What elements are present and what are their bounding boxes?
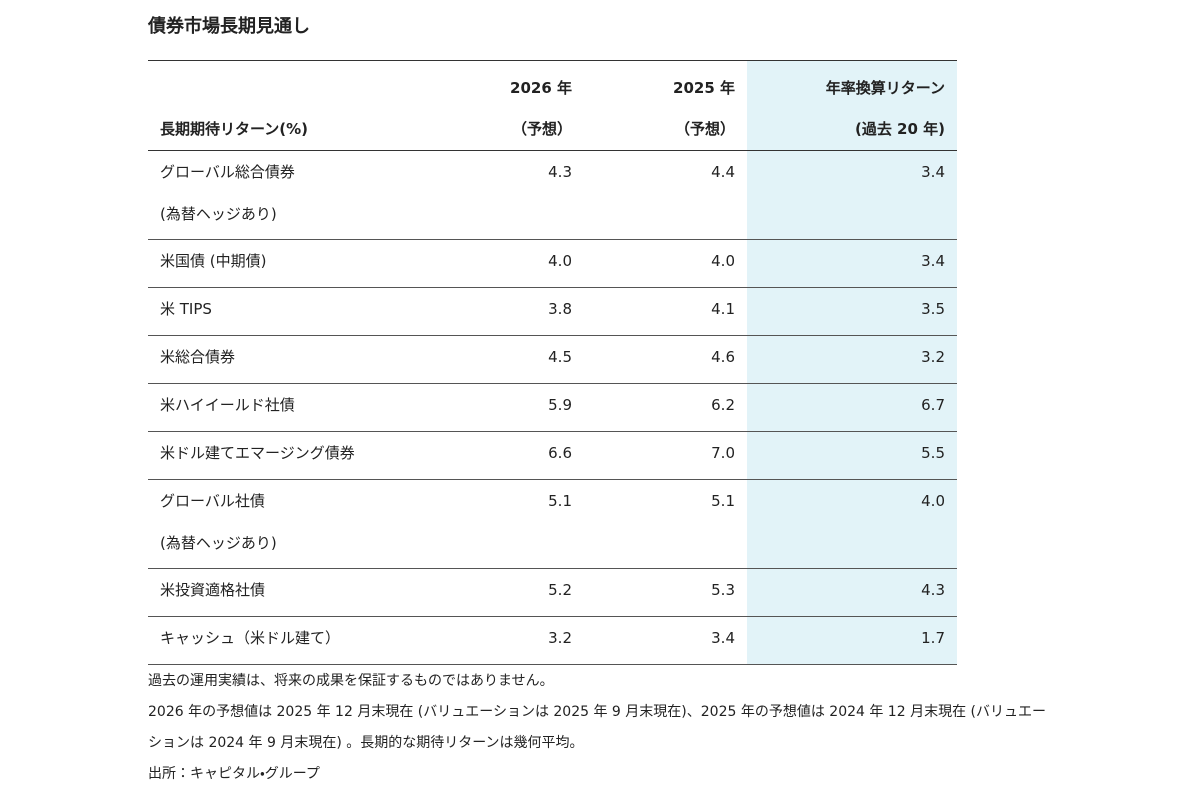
value-cell: 3.8 — [412, 287, 584, 336]
header-text: 2026 年 — [510, 79, 572, 97]
header-cell: 2025 年 （予想） — [584, 60, 747, 151]
value-cell: 4.4 — [584, 150, 747, 240]
label-text: 米総合債券 — [160, 348, 236, 366]
header-text: 長期期待リターン(%) — [160, 120, 308, 138]
value-cell: 4.3 — [747, 568, 957, 617]
table-row: キャッシュ（米ドル建て） 3.2 3.4 1.7 — [148, 616, 957, 665]
header-text: 年率換算リターン — [825, 79, 945, 97]
header-text: 2025 年 — [673, 79, 735, 97]
header-text: (過去 20 年) — [854, 120, 945, 138]
row-label: グローバル社債 (為替ヘッジあり) — [148, 479, 412, 569]
value-cell: 4.3 — [412, 150, 584, 240]
label-text: 米ハイイールド社債 — [160, 396, 295, 414]
value-cell: 6.7 — [747, 383, 957, 432]
value-cell: 4.6 — [584, 335, 747, 384]
value-cell: 3.2 — [412, 616, 584, 665]
header-text: （予想） — [674, 120, 735, 138]
row-label: 米総合債券 — [148, 335, 412, 384]
header-cell: 2026 年 （予想） — [412, 60, 584, 151]
row-label: 米ハイイールド社債 — [148, 383, 412, 432]
label-text: 米ドル建てエマージング債券 — [160, 444, 355, 462]
row-label: 米 TIPS — [148, 287, 412, 336]
value-cell: 5.3 — [584, 568, 747, 617]
value-cell: 5.5 — [747, 431, 957, 480]
row-label: グローバル総合債券 (為替ヘッジあり) — [148, 150, 412, 240]
row-label: キャッシュ（米ドル建て） — [148, 616, 412, 665]
header-cell: 長期期待リターン(%) — [148, 60, 412, 151]
header-cell: 年率換算リターン (過去 20 年) — [747, 60, 957, 151]
value-cell: 3.4 — [747, 239, 957, 288]
label-text: (為替ヘッジあり) — [160, 205, 277, 223]
table-row: 米国債 (中期債) 4.0 4.0 3.4 — [148, 239, 957, 288]
table-row: 米投資適格社債 5.2 5.3 4.3 — [148, 568, 957, 617]
notes: 過去の運用実績は、将来の成果を保証するものではありません。 2026 年の予想値は… — [148, 666, 1048, 790]
label-text: 米 TIPS — [160, 300, 212, 318]
label-text: キャッシュ（米ドル建て） — [160, 629, 341, 647]
label-text: グローバル総合債券 — [160, 163, 295, 181]
label-text: (為替ヘッジあり) — [160, 534, 277, 552]
row-label: 米国債 (中期債) — [148, 239, 412, 288]
label-text: 米国債 (中期債) — [160, 252, 267, 270]
value-cell: 3.2 — [747, 335, 957, 384]
value-cell: 3.5 — [747, 287, 957, 336]
row-label: 米ドル建てエマージング債券 — [148, 431, 412, 480]
row-label: 米投資適格社債 — [148, 568, 412, 617]
note: 過去の運用実績は、将来の成果を保証するものではありません。 — [148, 673, 554, 689]
note: 2026 年の予想値は 2025 年 12 月末現在 (バリュエーションは 20… — [148, 704, 1046, 751]
table-row: グローバル社債 (為替ヘッジあり) 5.1 5.1 4.0 — [148, 479, 957, 569]
header-row: 長期期待リターン(%) 2026 年 （予想） 2025 年 （予想） 年率換算リターン (… — [148, 60, 957, 151]
table-row: 米ハイイールド社債 5.9 6.2 6.7 — [148, 383, 957, 432]
table-row: グローバル総合債券 (為替ヘッジあり) 4.3 4.4 3.4 — [148, 150, 957, 240]
label-text: 米投資適格社債 — [160, 581, 266, 599]
title: 債券市場長期見通し — [148, 16, 310, 37]
table-row: 米 TIPS 3.8 4.1 3.5 — [148, 287, 957, 336]
value-cell: 3.4 — [584, 616, 747, 665]
label-text: グローバル社債 — [160, 492, 265, 510]
value-cell: 4.0 — [747, 479, 957, 569]
value-cell: 5.1 — [412, 479, 584, 569]
value-cell: 4.0 — [584, 239, 747, 288]
value-cell: 4.5 — [412, 335, 584, 384]
value-cell: 1.7 — [747, 616, 957, 665]
outlook-table: 長期期待リターン(%) 2026 年 （予想） 2025 年 （予想） 年率換算リターン (… — [148, 60, 957, 665]
table-row: 米ドル建てエマージング債券 6.6 7.0 5.5 — [148, 431, 957, 480]
value-cell: 6.2 — [584, 383, 747, 432]
note: 出所：キャピタル・グループ — [148, 766, 320, 782]
table-row: 米総合債券 4.5 4.6 3.2 — [148, 335, 957, 384]
value-cell: 3.4 — [747, 150, 957, 240]
value-cell: 4.0 — [412, 239, 584, 288]
value-cell: 4.1 — [584, 287, 747, 336]
value-cell: 5.9 — [412, 383, 584, 432]
table-body: グローバル総合債券 (為替ヘッジあり) 4.3 4.4 3.4 米国債 (中期債) 4.0 4… — [148, 150, 957, 665]
value-cell: 6.6 — [412, 431, 584, 480]
value-cell: 7.0 — [584, 431, 747, 480]
header-text: （予想） — [511, 120, 572, 138]
value-cell: 5.1 — [584, 479, 747, 569]
value-cell: 5.2 — [412, 568, 584, 617]
